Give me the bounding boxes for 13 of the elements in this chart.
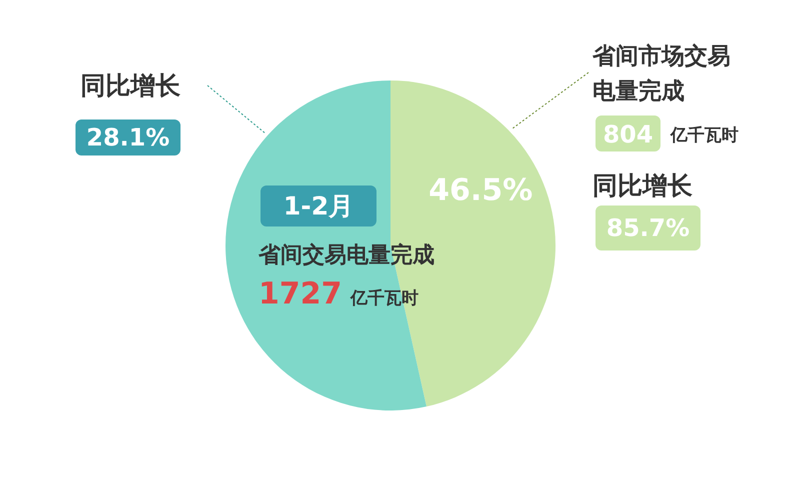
data-label: 46.5%	[428, 173, 533, 208]
text: 804	[602, 120, 654, 148]
text: 亿千瓦时	[670, 126, 738, 146]
text: 同比增长	[592, 171, 692, 200]
text: 省间市场交易	[592, 42, 730, 70]
text: 85.7%	[606, 214, 690, 242]
text: 电量完成	[592, 78, 684, 104]
text: 同比增长	[80, 71, 180, 100]
text: 1727	[258, 276, 342, 312]
text: 1-2月	[283, 192, 354, 220]
text: 亿千瓦时	[350, 288, 418, 308]
text: 28.1%	[86, 124, 170, 152]
text: 省间交易电量完成	[258, 242, 434, 268]
